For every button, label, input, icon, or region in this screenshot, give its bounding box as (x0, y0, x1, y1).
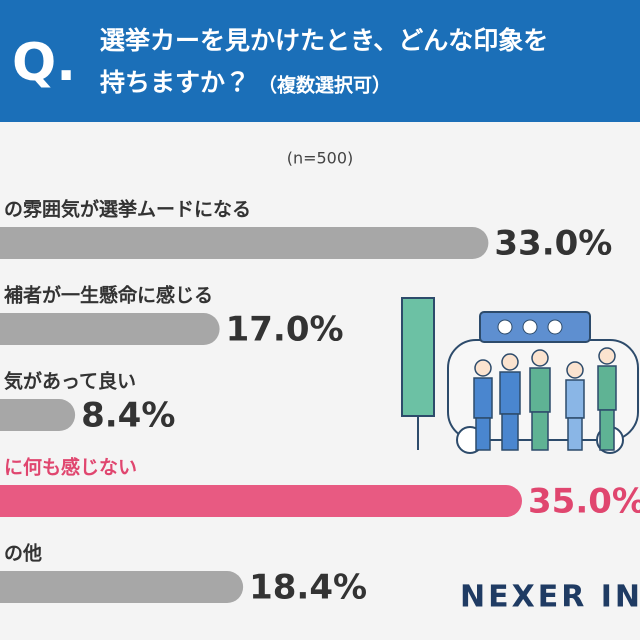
category-label: 補者が一生懸命に感じる (4, 284, 213, 307)
category-label: に何も感じない (4, 456, 137, 479)
question-line2: 持ちますか？ (100, 68, 250, 97)
value-label: 18.4% (249, 568, 367, 608)
sample-size: (n=500) (287, 149, 354, 168)
bar (0, 313, 220, 345)
bar (0, 485, 522, 517)
question-note: （複数選択可） (258, 74, 391, 97)
bar (0, 399, 76, 431)
category-label: の他 (4, 542, 42, 565)
value-label: 35.0% (528, 482, 640, 522)
question-line1: 選挙カーを見かけたとき、どんな印象を (100, 26, 548, 55)
value-label: 33.0% (494, 224, 612, 264)
value-label: 17.0% (226, 310, 344, 350)
bar (0, 571, 244, 603)
category-label: の雰囲気が選挙ムードになる (4, 198, 251, 221)
category-label: 気があって良い (4, 370, 136, 393)
header-band (0, 0, 640, 122)
brand-logo: NEXER INC (460, 580, 640, 615)
bar (0, 227, 489, 259)
q-mark: Q. (12, 33, 76, 93)
value-label: 8.4% (81, 396, 175, 436)
illustration (401, 297, 639, 454)
